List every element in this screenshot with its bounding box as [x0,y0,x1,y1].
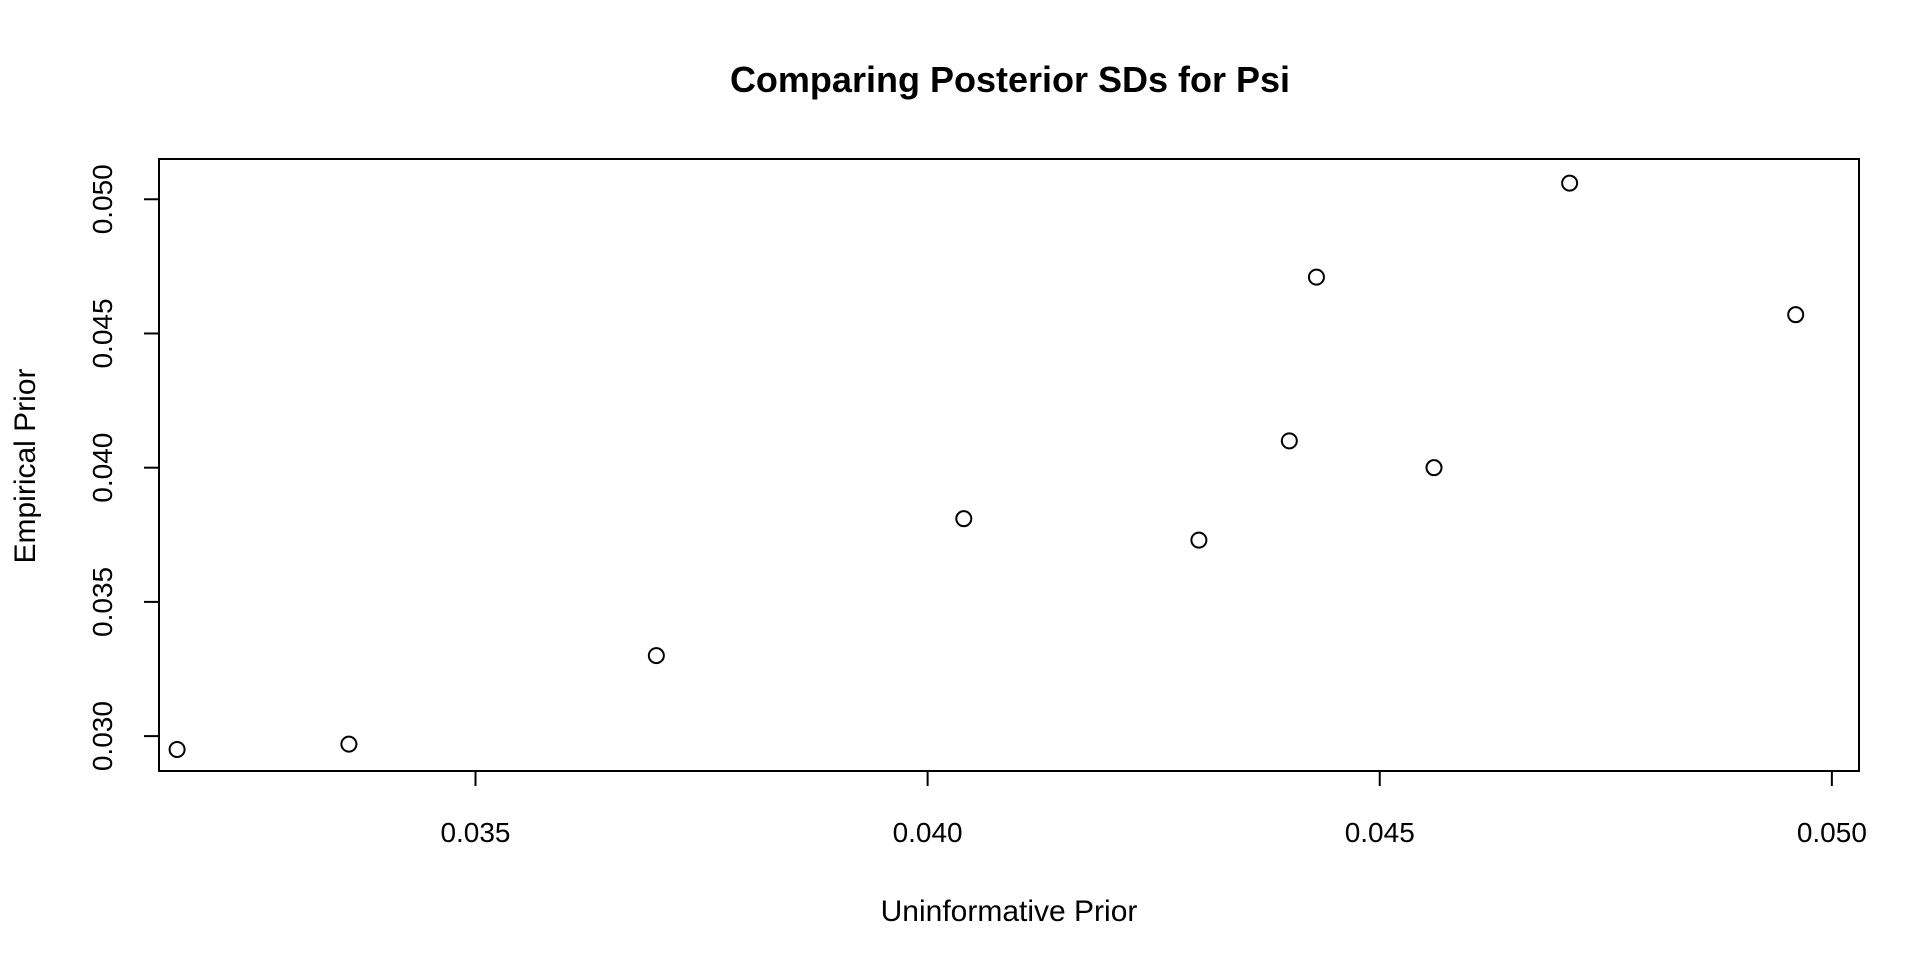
data-point [1425,459,1443,477]
y-tick-label: 0.050 [87,164,118,234]
data-points [168,174,1805,759]
data-point [168,741,186,759]
data-point [1787,306,1805,324]
x-axis-label: Uninformative Prior [881,895,1138,928]
x-tick-label: 0.050 [1797,817,1867,848]
data-point [647,647,665,665]
x-tick-label: 0.045 [1345,817,1415,848]
y-tick-label: 0.035 [87,567,118,637]
x-tick-label: 0.040 [893,817,963,848]
data-point [1561,174,1579,192]
y-axis: 0.030 0.035 0.040 0.045 0.050 [87,164,160,771]
data-point [955,510,973,528]
chart-title: Comparing Posterior SDs for Psi [730,59,1290,100]
y-tick-label: 0.045 [87,298,118,368]
data-point [1190,531,1208,549]
plot-frame [158,158,1860,772]
x-tick-label: 0.035 [440,817,510,848]
y-tick-label: 0.040 [87,433,118,503]
data-point [1280,432,1298,450]
data-point [1307,268,1325,286]
data-point [340,735,358,753]
x-axis: 0.035 0.040 0.045 0.050 [440,770,1867,848]
y-tick-label: 0.030 [87,701,118,771]
y-axis-label: Empirical Prior [9,368,42,563]
